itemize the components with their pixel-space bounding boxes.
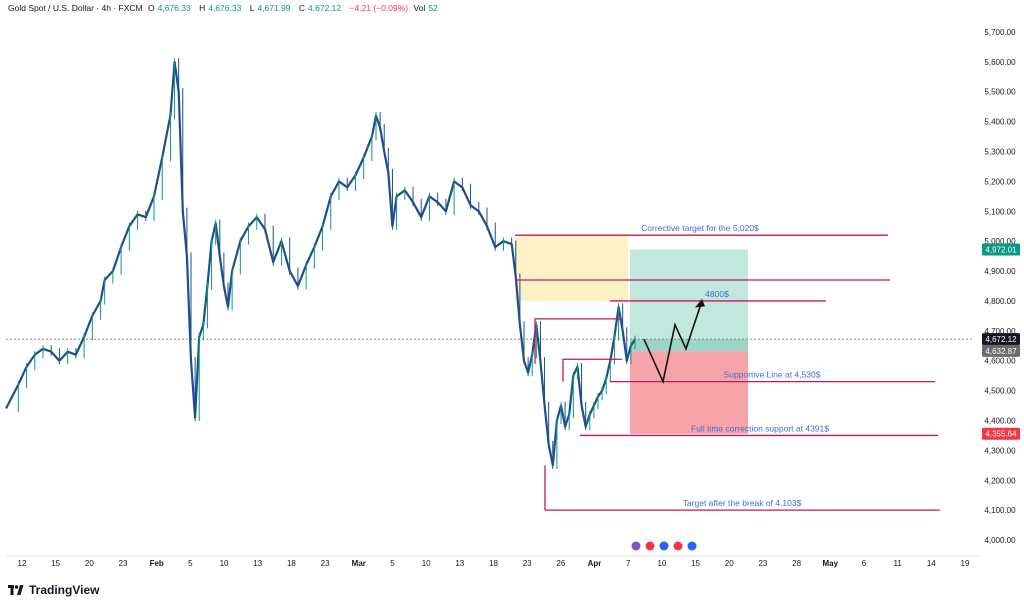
close-value: 4,672.12	[308, 3, 342, 13]
x-tick-label: 12	[18, 559, 27, 568]
x-tick-label: 5	[390, 559, 395, 568]
low-value: 4,671.99	[257, 3, 291, 13]
x-tick-label: 26	[556, 559, 565, 568]
x-tick-label: Apr	[588, 559, 602, 568]
event-marker-icon	[687, 541, 697, 551]
x-tick-label: 10	[220, 559, 229, 568]
annotation-label: Supportive Line at 4,530$	[724, 370, 821, 380]
ohlc-close: C 4,672.12	[299, 3, 344, 13]
price-badge-label: 4,672.12	[985, 335, 1017, 344]
projection-path	[643, 300, 703, 385]
y-tick-label: 4,900.00	[984, 267, 1016, 276]
change-value: −4.21 (−0.09%)	[349, 3, 409, 13]
projection-arrow-head	[695, 298, 705, 308]
symbol-label: Gold Spot / U.S. Dollar · 4h · FXCM	[8, 3, 143, 13]
x-tick-label: 11	[893, 559, 902, 568]
price-badge	[982, 243, 1020, 256]
price-badge	[982, 427, 1020, 440]
x-tick-label: 10	[422, 559, 431, 568]
event-marker-icon	[659, 541, 669, 551]
x-tick-label: May	[823, 559, 839, 568]
x-tick-label: 18	[489, 559, 498, 568]
ohlc-low: L 4,671.99	[250, 3, 294, 13]
high-value: 4,676.33	[208, 3, 242, 13]
price-badge-label: 4,972.01	[985, 246, 1017, 255]
y-tick-label: 4,500.00	[984, 387, 1016, 396]
event-marker-icon	[631, 541, 641, 551]
x-tick-label: 5	[188, 559, 193, 568]
tradingview-logo[interactable]: TradingView	[8, 583, 99, 597]
profit-zone	[630, 249, 748, 340]
supply-zone	[515, 235, 628, 301]
y-tick-label: 4,600.00	[984, 357, 1016, 366]
loss-zone	[630, 351, 748, 434]
y-tick-label: 4,400.00	[984, 416, 1016, 425]
open-label: O	[148, 3, 155, 13]
x-tick-label: 15	[691, 559, 700, 568]
price-badge	[982, 333, 1020, 346]
brand-name: TradingView	[29, 583, 100, 597]
x-tick-label: 13	[455, 559, 464, 568]
x-tick-label: 6	[862, 559, 867, 568]
y-tick-label: 4,000.00	[984, 536, 1016, 545]
annotation-bracket	[562, 358, 622, 382]
x-tick-label: 20	[85, 559, 94, 568]
event-marker-icon	[673, 541, 683, 551]
ohlc-open: O 4,676.33	[148, 3, 194, 13]
low-label: L	[249, 3, 255, 13]
annotation-bracket	[534, 318, 622, 364]
x-tick-label: 7	[626, 559, 631, 568]
x-tick-label: Feb	[150, 559, 164, 568]
y-tick-label: 4,700.00	[984, 327, 1016, 336]
ohlc-high: H 4,676.33	[199, 3, 244, 13]
x-tick-label: 23	[758, 559, 767, 568]
x-tick-label: 10	[657, 559, 666, 568]
y-tick-label: 5,600.00	[984, 58, 1016, 67]
y-tick-label: 5,000.00	[984, 237, 1016, 246]
y-tick-label: 5,500.00	[984, 88, 1016, 97]
y-tick-label: 5,200.00	[984, 177, 1016, 186]
volume: Vol 52	[414, 3, 441, 13]
annotation-label: Corrective target for the 5,020$	[641, 223, 759, 233]
tradingview-mark-icon	[8, 585, 24, 595]
y-tick-label: 5,100.00	[984, 207, 1016, 216]
y-tick-label: 4,300.00	[984, 446, 1016, 455]
y-tick-label: 4,200.00	[984, 476, 1016, 485]
annotation-label: Target after the break of 4,103$	[683, 498, 802, 508]
open-value: 4,676.33	[157, 3, 191, 13]
y-tick-label: 5,400.00	[984, 118, 1016, 127]
x-tick-label: 15	[51, 559, 60, 568]
x-tick-label: 14	[927, 559, 936, 568]
x-tick-label: 28	[792, 559, 801, 568]
x-tick-label: 13	[253, 559, 262, 568]
x-tick-label: Mar	[352, 559, 366, 568]
close-label: C	[298, 3, 306, 13]
high-label: H	[199, 3, 206, 13]
annotation-label: Full time correction support at 4391$	[691, 423, 829, 433]
x-tick-label: 23	[321, 559, 330, 568]
x-tick-label: 20	[725, 559, 734, 568]
price-badge-label: 4,355.64	[985, 430, 1017, 439]
x-tick-label: 18	[287, 559, 296, 568]
vol-label: Vol	[413, 3, 426, 13]
annotation-label: 4800$	[705, 289, 729, 299]
vol-value: 52	[428, 3, 438, 13]
x-tick-label: 23	[523, 559, 532, 568]
y-tick-label: 5,700.00	[984, 28, 1016, 37]
y-tick-label: 4,100.00	[984, 506, 1016, 515]
chart-legend: Gold Spot / U.S. Dollar · 4h · FXCM O 4,6…	[8, 3, 444, 13]
entry-zone	[630, 339, 748, 352]
price-badge-label: 4,632.87	[985, 347, 1017, 356]
x-tick-label: 19	[961, 559, 970, 568]
price-badge	[982, 344, 1020, 357]
event-marker-icon	[645, 541, 655, 551]
y-tick-label: 4,800.00	[984, 297, 1016, 306]
x-tick-label: 23	[119, 559, 128, 568]
y-tick-label: 5,300.00	[984, 147, 1016, 156]
